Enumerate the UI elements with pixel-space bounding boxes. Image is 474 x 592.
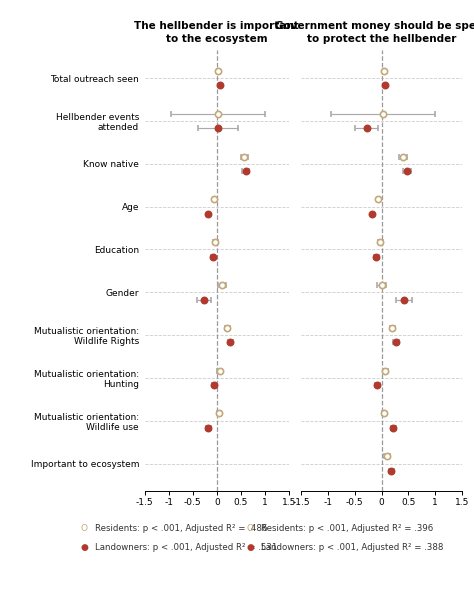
- Title: The hellbender is important
to the ecosystem: The hellbender is important to the ecosy…: [135, 21, 299, 44]
- Text: Residents: p < .001, Adjusted R² = .396: Residents: p < .001, Adjusted R² = .396: [261, 524, 433, 533]
- Text: O: O: [81, 524, 88, 533]
- Text: Landowners: p < .001, Adjusted R² = .531: Landowners: p < .001, Adjusted R² = .531: [95, 543, 277, 552]
- Text: Residents: p < .001, Adjusted R² = .486: Residents: p < .001, Adjusted R² = .486: [95, 524, 267, 533]
- Text: O: O: [246, 524, 254, 533]
- Title: Government money should be spent
to protect the hellbender: Government money should be spent to prot…: [275, 21, 474, 44]
- Text: ●: ●: [81, 543, 89, 552]
- Text: ●: ●: [246, 543, 255, 552]
- Text: Landowners: p < .001, Adjusted R² = .388: Landowners: p < .001, Adjusted R² = .388: [261, 543, 443, 552]
